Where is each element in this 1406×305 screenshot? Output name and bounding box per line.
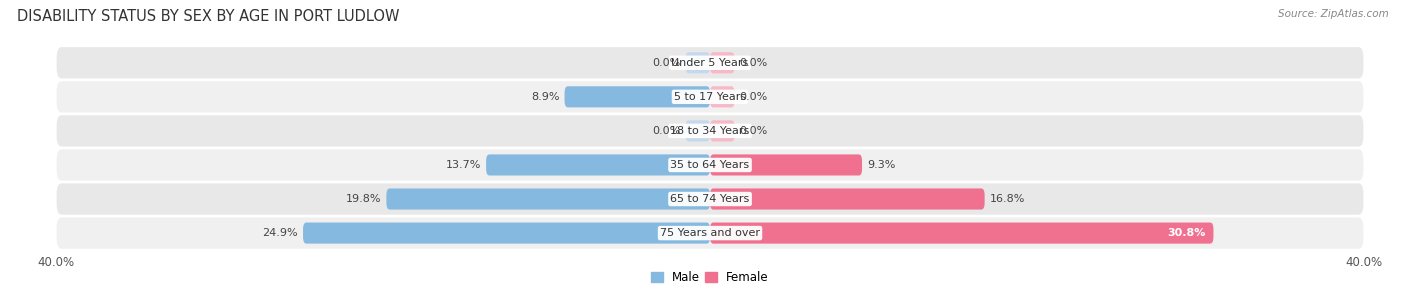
FancyBboxPatch shape xyxy=(710,188,984,210)
Text: 30.8%: 30.8% xyxy=(1167,228,1205,238)
FancyBboxPatch shape xyxy=(486,154,710,175)
Text: 0.0%: 0.0% xyxy=(740,92,768,102)
Text: 0.0%: 0.0% xyxy=(652,58,681,68)
Text: 16.8%: 16.8% xyxy=(990,194,1025,204)
FancyBboxPatch shape xyxy=(686,52,710,73)
Text: 0.0%: 0.0% xyxy=(652,126,681,136)
FancyBboxPatch shape xyxy=(56,148,1364,182)
Text: 0.0%: 0.0% xyxy=(740,58,768,68)
Text: 9.3%: 9.3% xyxy=(868,160,896,170)
FancyBboxPatch shape xyxy=(565,86,710,107)
FancyBboxPatch shape xyxy=(710,154,862,175)
FancyBboxPatch shape xyxy=(710,86,734,107)
FancyBboxPatch shape xyxy=(686,120,710,142)
Text: 0.0%: 0.0% xyxy=(740,126,768,136)
FancyBboxPatch shape xyxy=(710,223,1213,244)
FancyBboxPatch shape xyxy=(710,120,734,142)
Legend: Male, Female: Male, Female xyxy=(647,267,773,289)
Text: 18 to 34 Years: 18 to 34 Years xyxy=(671,126,749,136)
Text: Source: ZipAtlas.com: Source: ZipAtlas.com xyxy=(1278,9,1389,19)
Text: 35 to 64 Years: 35 to 64 Years xyxy=(671,160,749,170)
Text: DISABILITY STATUS BY SEX BY AGE IN PORT LUDLOW: DISABILITY STATUS BY SEX BY AGE IN PORT … xyxy=(17,9,399,24)
Text: Under 5 Years: Under 5 Years xyxy=(672,58,748,68)
FancyBboxPatch shape xyxy=(56,80,1364,113)
FancyBboxPatch shape xyxy=(387,188,710,210)
Text: 8.9%: 8.9% xyxy=(531,92,560,102)
Text: 5 to 17 Years: 5 to 17 Years xyxy=(673,92,747,102)
Text: 75 Years and over: 75 Years and over xyxy=(659,228,761,238)
FancyBboxPatch shape xyxy=(56,46,1364,80)
FancyBboxPatch shape xyxy=(710,52,734,73)
Text: 65 to 74 Years: 65 to 74 Years xyxy=(671,194,749,204)
FancyBboxPatch shape xyxy=(56,216,1364,250)
FancyBboxPatch shape xyxy=(56,114,1364,148)
FancyBboxPatch shape xyxy=(56,182,1364,216)
Text: 24.9%: 24.9% xyxy=(263,228,298,238)
FancyBboxPatch shape xyxy=(304,223,710,244)
Text: 19.8%: 19.8% xyxy=(346,194,381,204)
Text: 13.7%: 13.7% xyxy=(446,160,481,170)
